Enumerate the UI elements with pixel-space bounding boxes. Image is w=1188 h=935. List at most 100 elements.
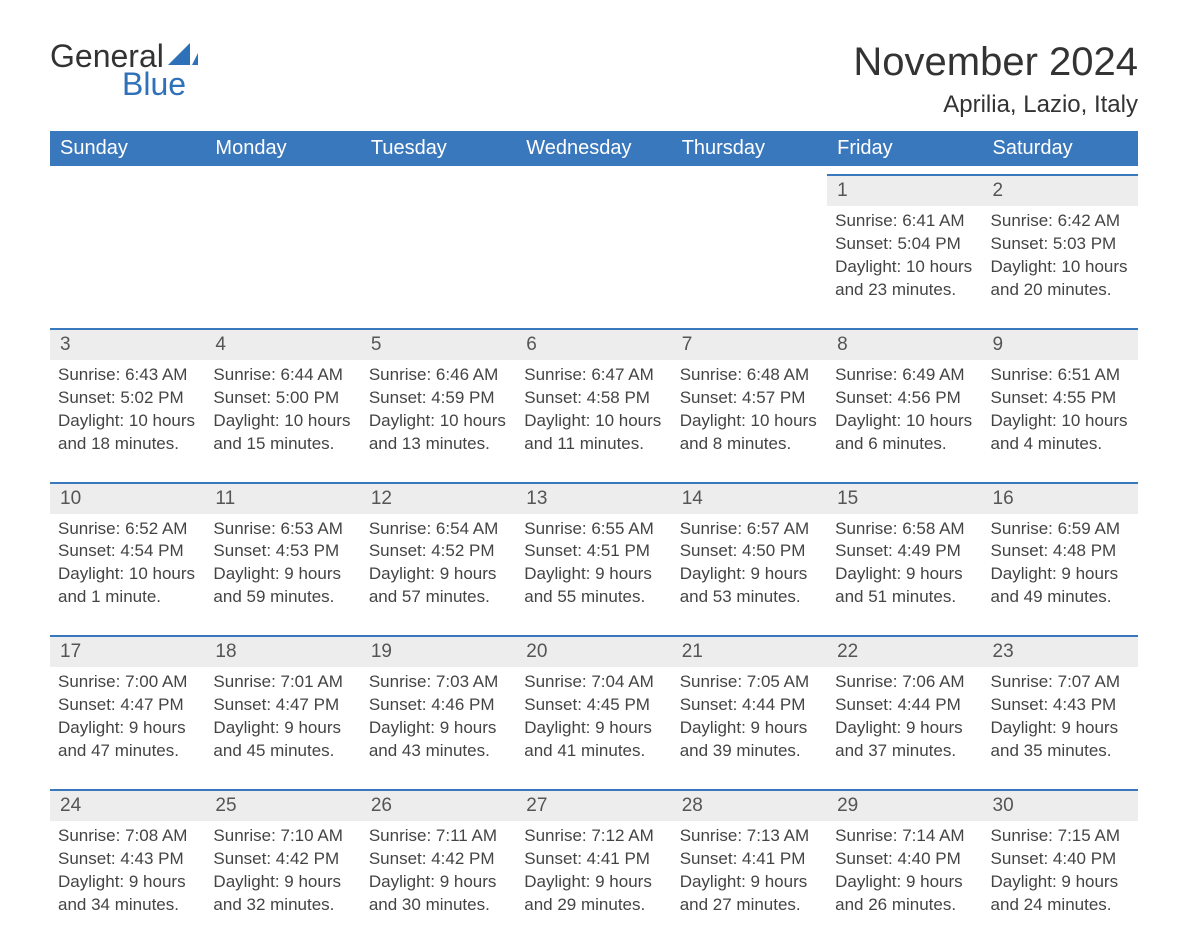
day-details: Sunrise: 6:57 AMSunset: 4:50 PMDaylight:… bbox=[680, 518, 819, 610]
sunrise-line: Sunrise: 6:42 AM bbox=[991, 210, 1130, 233]
daylight-line: Daylight: 10 hours and 6 minutes. bbox=[835, 410, 974, 456]
sunrise-line: Sunrise: 6:53 AM bbox=[213, 518, 352, 541]
day-number: 20 bbox=[518, 641, 669, 663]
daylight-line: Daylight: 9 hours and 26 minutes. bbox=[835, 871, 974, 917]
day-header: Friday bbox=[827, 131, 982, 166]
day-number: 19 bbox=[363, 641, 514, 663]
day-cell: 18 Sunrise: 7:01 AMSunset: 4:47 PMDayligh… bbox=[205, 635, 360, 781]
day-number: 1 bbox=[829, 180, 980, 202]
day-details: Sunrise: 6:55 AMSunset: 4:51 PMDaylight:… bbox=[524, 518, 663, 610]
day-number: 3 bbox=[52, 334, 203, 356]
day-number: 15 bbox=[829, 488, 980, 510]
day-details: Sunrise: 7:00 AMSunset: 4:47 PMDaylight:… bbox=[58, 671, 197, 763]
sunrise-line: Sunrise: 6:51 AM bbox=[991, 364, 1130, 387]
day-details: Sunrise: 7:08 AMSunset: 4:43 PMDaylight:… bbox=[58, 825, 197, 917]
week-row: 17 Sunrise: 7:00 AMSunset: 4:47 PMDayligh… bbox=[50, 635, 1138, 781]
day-cell: 13Sunrise: 6:55 AMSunset: 4:51 PMDayligh… bbox=[516, 482, 671, 628]
day-cell: 27Sunrise: 7:12 AMSunset: 4:41 PMDayligh… bbox=[516, 789, 671, 935]
sunrise-line: Sunrise: 7:04 AM bbox=[524, 671, 663, 694]
day-cell: 22Sunrise: 7:06 AMSunset: 4:44 PMDayligh… bbox=[827, 635, 982, 781]
daylight-line: Daylight: 10 hours and 4 minutes. bbox=[991, 410, 1130, 456]
day-cell: 5Sunrise: 6:46 AMSunset: 4:59 PMDaylight… bbox=[361, 328, 516, 474]
day-number: 2 bbox=[985, 180, 1136, 202]
daylight-line: Daylight: 10 hours and 15 minutes. bbox=[213, 410, 352, 456]
sunrise-line: Sunrise: 6:52 AM bbox=[58, 518, 197, 541]
day-number: 24 bbox=[52, 795, 203, 817]
day-details: Sunrise: 6:46 AMSunset: 4:59 PMDaylight:… bbox=[369, 364, 508, 456]
daylight-line: Daylight: 9 hours and 55 minutes. bbox=[524, 563, 663, 609]
sunset-line: Sunset: 4:52 PM bbox=[369, 540, 508, 563]
daylight-line: Daylight: 9 hours and 59 minutes. bbox=[213, 563, 352, 609]
day-number: 18 bbox=[207, 641, 358, 663]
daylight-line: Daylight: 9 hours and 39 minutes. bbox=[680, 717, 819, 763]
day-header: Saturday bbox=[983, 131, 1138, 166]
sunset-line: Sunset: 4:44 PM bbox=[835, 694, 974, 717]
day-details: Sunrise: 6:44 AMSunset: 5:00 PMDaylight:… bbox=[213, 364, 352, 456]
day-details: Sunrise: 7:14 AMSunset: 4:40 PMDaylight:… bbox=[835, 825, 974, 917]
day-number: 22 bbox=[829, 641, 980, 663]
day-cell: 17 Sunrise: 7:00 AMSunset: 4:47 PMDayligh… bbox=[50, 635, 205, 781]
day-details: Sunrise: 6:47 AMSunset: 4:58 PMDaylight:… bbox=[524, 364, 663, 456]
logo: General Blue bbox=[50, 40, 198, 100]
day-details: Sunrise: 6:54 AMSunset: 4:52 PMDaylight:… bbox=[369, 518, 508, 610]
day-number: 21 bbox=[674, 641, 825, 663]
sunrise-line: Sunrise: 6:48 AM bbox=[680, 364, 819, 387]
day-cell: 30Sunrise: 7:15 AMSunset: 4:40 PMDayligh… bbox=[983, 789, 1138, 935]
sunrise-line: Sunrise: 6:43 AM bbox=[58, 364, 197, 387]
day-cell: 6Sunrise: 6:47 AMSunset: 4:58 PMDaylight… bbox=[516, 328, 671, 474]
sunrise-line: Sunrise: 7:01 AM bbox=[213, 671, 352, 694]
day-cell: 19Sunrise: 7:03 AMSunset: 4:46 PMDayligh… bbox=[361, 635, 516, 781]
daylight-line: Daylight: 9 hours and 34 minutes. bbox=[58, 871, 197, 917]
sunset-line: Sunset: 4:49 PM bbox=[835, 540, 974, 563]
day-cell: 26Sunrise: 7:11 AMSunset: 4:42 PMDayligh… bbox=[361, 789, 516, 935]
daylight-line: Daylight: 9 hours and 45 minutes. bbox=[213, 717, 352, 763]
day-cell: 21 Sunrise: 7:05 AMSunset: 4:44 PMDayligh… bbox=[672, 635, 827, 781]
sunset-line: Sunset: 4:54 PM bbox=[58, 540, 197, 563]
day-header: Monday bbox=[205, 131, 360, 166]
daylight-line: Daylight: 9 hours and 37 minutes. bbox=[835, 717, 974, 763]
sunset-line: Sunset: 4:40 PM bbox=[835, 848, 974, 871]
day-details: Sunrise: 6:59 AMSunset: 4:48 PMDaylight:… bbox=[991, 518, 1130, 610]
day-details: Sunrise: 6:43 AMSunset: 5:02 PMDaylight:… bbox=[58, 364, 197, 456]
day-cell: 12Sunrise: 6:54 AMSunset: 4:52 PMDayligh… bbox=[361, 482, 516, 628]
day-details: Sunrise: 7:04 AMSunset: 4:45 PMDaylight:… bbox=[524, 671, 663, 763]
daylight-line: Daylight: 9 hours and 57 minutes. bbox=[369, 563, 508, 609]
daylight-line: Daylight: 9 hours and 47 minutes. bbox=[58, 717, 197, 763]
daylight-line: Daylight: 10 hours and 1 minute. bbox=[58, 563, 197, 609]
sunset-line: Sunset: 4:46 PM bbox=[369, 694, 508, 717]
sunrise-line: Sunrise: 6:44 AM bbox=[213, 364, 352, 387]
day-number: 17 bbox=[52, 641, 203, 663]
sunset-line: Sunset: 4:59 PM bbox=[369, 387, 508, 410]
sunrise-line: Sunrise: 6:46 AM bbox=[369, 364, 508, 387]
day-number: 10 bbox=[52, 488, 203, 510]
day-cell-empty bbox=[361, 174, 516, 320]
daylight-line: Daylight: 9 hours and 53 minutes. bbox=[680, 563, 819, 609]
logo-text-blue: Blue bbox=[122, 68, 198, 100]
sunrise-line: Sunrise: 6:57 AM bbox=[680, 518, 819, 541]
sunrise-line: Sunrise: 7:15 AM bbox=[991, 825, 1130, 848]
sunrise-line: Sunrise: 7:11 AM bbox=[369, 825, 508, 848]
sunset-line: Sunset: 4:44 PM bbox=[680, 694, 819, 717]
day-number: 4 bbox=[207, 334, 358, 356]
daylight-line: Daylight: 10 hours and 20 minutes. bbox=[991, 256, 1130, 302]
day-details: Sunrise: 7:01 AMSunset: 4:47 PMDaylight:… bbox=[213, 671, 352, 763]
day-number: 28 bbox=[674, 795, 825, 817]
day-cell-empty bbox=[672, 174, 827, 320]
sunrise-line: Sunrise: 6:41 AM bbox=[835, 210, 974, 233]
day-cell: 24 Sunrise: 7:08 AMSunset: 4:43 PMDayligh… bbox=[50, 789, 205, 935]
sunrise-line: Sunrise: 7:14 AM bbox=[835, 825, 974, 848]
sunrise-line: Sunrise: 6:49 AM bbox=[835, 364, 974, 387]
sunset-line: Sunset: 4:47 PM bbox=[58, 694, 197, 717]
sunset-line: Sunset: 4:50 PM bbox=[680, 540, 819, 563]
day-header: Thursday bbox=[672, 131, 827, 166]
day-details: Sunrise: 7:10 AMSunset: 4:42 PMDaylight:… bbox=[213, 825, 352, 917]
sunrise-line: Sunrise: 7:05 AM bbox=[680, 671, 819, 694]
day-details: Sunrise: 7:13 AMSunset: 4:41 PMDaylight:… bbox=[680, 825, 819, 917]
sunrise-line: Sunrise: 6:58 AM bbox=[835, 518, 974, 541]
day-details: Sunrise: 6:49 AMSunset: 4:56 PMDaylight:… bbox=[835, 364, 974, 456]
day-details: Sunrise: 7:07 AMSunset: 4:43 PMDaylight:… bbox=[991, 671, 1130, 763]
sunrise-line: Sunrise: 7:10 AM bbox=[213, 825, 352, 848]
header: General Blue November 2024 Aprilia, Lazi… bbox=[50, 40, 1138, 119]
weeks-container: 1Sunrise: 6:41 AMSunset: 5:04 PMDaylight… bbox=[50, 174, 1138, 935]
daylight-line: Daylight: 9 hours and 35 minutes. bbox=[991, 717, 1130, 763]
